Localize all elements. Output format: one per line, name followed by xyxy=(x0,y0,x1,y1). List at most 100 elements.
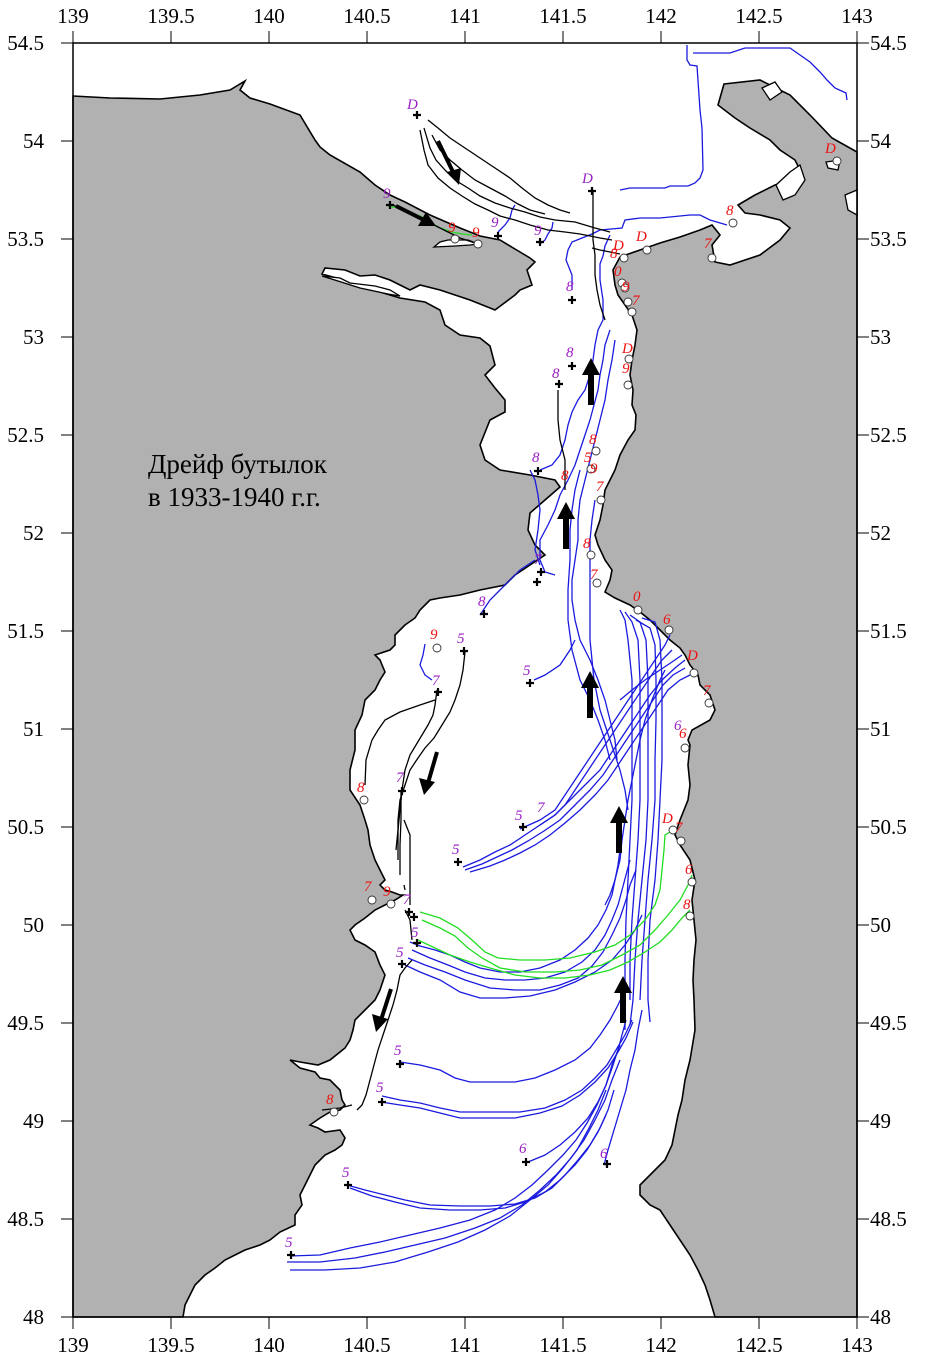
y-tick-label: 53 xyxy=(23,325,44,349)
x-tick-label: 139.5 xyxy=(147,4,194,28)
end-label: 8 xyxy=(683,897,691,913)
start-label: 7 xyxy=(403,892,412,908)
end-label: D xyxy=(661,811,673,827)
x-tick-label: 141 xyxy=(449,4,481,28)
end-label: 9 xyxy=(590,461,598,477)
end-label: D xyxy=(824,141,836,157)
arrow-up-icon xyxy=(614,976,632,1023)
y-tick-label: 52.5 xyxy=(7,423,44,447)
start-label: 6 xyxy=(674,718,682,734)
end-label: 7 xyxy=(632,293,641,309)
end-label: 7 xyxy=(596,479,605,495)
x-tick-label: 141.5 xyxy=(539,4,586,28)
end-label: 6 xyxy=(679,726,687,742)
x-tick-label: 143 xyxy=(841,1333,873,1357)
arrow-down-left-icon xyxy=(419,751,439,795)
start-label: 5 xyxy=(457,631,465,647)
end-label: 9 xyxy=(622,279,630,295)
end-year-labels: D 8 9 9 D D 8 7 0 9 7 D 9 8 5 9 7 8 8 7 … xyxy=(326,141,836,1108)
end-label: 9 xyxy=(472,225,480,241)
x-tick-label: 143 xyxy=(841,4,873,28)
title-line-2: в 1933-1940 г.г. xyxy=(148,482,321,512)
start-label: 8 xyxy=(478,594,486,610)
x-axis-top: 139 139.5 140 140.5 141 141.5 142 142.5 … xyxy=(57,4,873,43)
start-label: 5 xyxy=(515,808,523,824)
end-label: 9 xyxy=(448,220,456,236)
y-tick-label: 49 xyxy=(870,1109,891,1133)
y-tick-label: 51.5 xyxy=(870,619,907,643)
land-sakhalin xyxy=(594,79,858,1318)
start-label: D xyxy=(406,97,418,113)
title-line-1: Дрейф бутылок xyxy=(148,449,328,479)
start-label: 7 xyxy=(534,552,543,568)
y-tick-label: 54.5 xyxy=(7,31,44,55)
y-tick-label: 48 xyxy=(23,1305,44,1329)
y-tick-label: 53.5 xyxy=(870,227,907,251)
x-tick-label: 141.5 xyxy=(539,1333,586,1357)
y-tick-label: 53.5 xyxy=(7,227,44,251)
end-label: D xyxy=(612,238,624,254)
y-tick-label: 51.5 xyxy=(7,619,44,643)
start-label: 5 xyxy=(342,1165,350,1181)
start-label: 8 xyxy=(566,345,574,361)
end-label: 8 xyxy=(583,536,591,552)
end-label: 9 xyxy=(622,361,630,377)
start-label: 5 xyxy=(394,1043,402,1059)
start-label: 7 xyxy=(396,770,405,786)
drift-tracks-blue xyxy=(287,45,848,1271)
map-title: Дрейф бутылок в 1933-1940 г.г. xyxy=(148,449,328,512)
y-tick-label: 50.5 xyxy=(7,815,44,839)
y-tick-label: 50 xyxy=(23,913,44,937)
x-tick-label: 139 xyxy=(57,4,89,28)
y-tick-label: 54 xyxy=(23,129,45,153)
y-tick-label: 48 xyxy=(870,1305,891,1329)
end-label: 5 xyxy=(584,450,592,466)
y-tick-label: 50 xyxy=(870,913,891,937)
x-tick-label: 140 xyxy=(253,4,285,28)
x-tick-label: 141 xyxy=(449,1333,481,1357)
arrow-up-icon xyxy=(557,502,575,549)
end-label: 6 xyxy=(663,612,671,628)
start-label: 9 xyxy=(383,186,391,202)
y-tick-label: 49.5 xyxy=(7,1011,44,1035)
arrow-up-icon xyxy=(582,358,600,405)
x-tick-label: 142.5 xyxy=(735,4,782,28)
y-tick-label: 54 xyxy=(870,129,892,153)
start-year-labels: D 9 9 9 D 8 8 8 8 7 8 5 7 5 7 5 7 5 6 7 … xyxy=(285,97,682,1251)
end-label: D xyxy=(635,229,647,245)
end-label: 6 xyxy=(685,862,693,878)
arrow-down-left-icon xyxy=(372,988,393,1032)
x-tick-label: 142 xyxy=(645,1333,677,1357)
start-label: 6 xyxy=(519,1141,527,1157)
end-label: 9 xyxy=(383,884,391,900)
y-tick-label: 52 xyxy=(870,521,891,545)
start-label: 5 xyxy=(523,663,531,679)
end-label: 0 xyxy=(633,589,641,605)
end-label: 8 xyxy=(610,246,618,262)
x-tick-label: 140.5 xyxy=(343,1333,390,1357)
end-label: D xyxy=(621,341,633,357)
start-label: 5 xyxy=(285,1235,293,1251)
start-label: 6 xyxy=(600,1146,608,1162)
start-label: 5 xyxy=(376,1080,384,1096)
end-label: 7 xyxy=(364,879,373,895)
current-arrows xyxy=(372,140,632,1032)
x-tick-label: 142.5 xyxy=(735,1333,782,1357)
x-tick-label: 140 xyxy=(253,1333,285,1357)
x-tick-label: 139 xyxy=(57,1333,89,1357)
arrow-down-right-icon xyxy=(436,140,461,185)
start-markers xyxy=(287,111,611,1259)
end-label: 7 xyxy=(590,567,599,583)
start-label: 5 xyxy=(396,945,404,961)
end-label: 8 xyxy=(326,1092,334,1108)
start-label: 5 xyxy=(452,842,460,858)
start-label: D xyxy=(581,171,593,187)
arrow-up-icon xyxy=(610,806,628,853)
y-tick-label: 52 xyxy=(23,521,44,545)
start-label: 5 xyxy=(411,925,419,941)
end-label: 8 xyxy=(357,780,365,796)
end-label: 8 xyxy=(561,468,569,484)
end-label: 8 xyxy=(589,432,597,448)
start-label: 8 xyxy=(532,450,540,466)
